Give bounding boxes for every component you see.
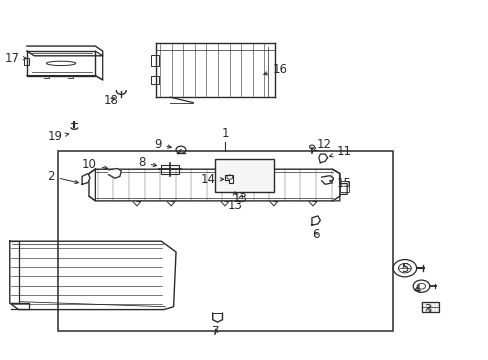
Bar xyxy=(215,159,273,192)
Text: 1: 1 xyxy=(222,127,229,140)
Text: 6: 6 xyxy=(311,228,319,241)
Text: 19: 19 xyxy=(47,130,68,143)
Polygon shape xyxy=(321,176,333,184)
Text: 17: 17 xyxy=(4,52,26,65)
Text: 8: 8 xyxy=(138,156,156,169)
Polygon shape xyxy=(311,216,320,225)
Text: 2: 2 xyxy=(47,170,78,184)
Polygon shape xyxy=(82,174,90,184)
Bar xyxy=(58,151,392,331)
Bar xyxy=(150,76,159,84)
Text: 5: 5 xyxy=(400,262,407,275)
Text: 3: 3 xyxy=(424,303,431,316)
Circle shape xyxy=(392,260,416,277)
Text: 10: 10 xyxy=(82,158,107,171)
Text: 13: 13 xyxy=(233,192,247,205)
Text: 13: 13 xyxy=(227,192,242,212)
Bar xyxy=(24,58,29,65)
Text: 9: 9 xyxy=(154,138,171,150)
Bar xyxy=(421,302,438,312)
Text: 12: 12 xyxy=(313,138,331,151)
Text: 11: 11 xyxy=(329,145,351,158)
Text: 18: 18 xyxy=(104,94,119,107)
Polygon shape xyxy=(108,168,121,178)
Text: 14: 14 xyxy=(201,173,223,186)
Bar xyxy=(339,181,348,192)
Text: 4: 4 xyxy=(412,283,420,296)
Bar xyxy=(150,55,159,66)
Text: 16: 16 xyxy=(264,63,287,76)
Text: 7: 7 xyxy=(212,325,220,338)
Text: 15: 15 xyxy=(329,177,350,190)
Circle shape xyxy=(412,280,429,292)
